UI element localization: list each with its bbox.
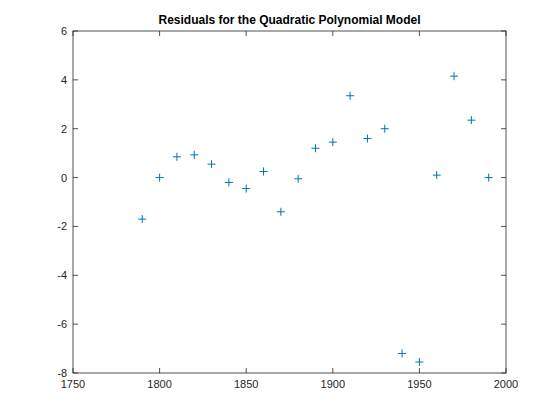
y-tick-right [501,79,506,80]
x-tick [246,368,247,373]
data-point [242,185,250,193]
x-tick-top [246,31,247,36]
y-tick [73,324,78,325]
y-tick [73,275,78,276]
y-tick-label: -2 [57,220,67,232]
data-point [398,349,406,357]
chart-svg: 1750 1800 1850 1900 1950 2000 -8 -6 -4 -2 0 2 4 6 Resi… [0,0,560,420]
y-tick-right [501,275,506,276]
y-tick-label: -6 [57,318,67,330]
data-point [485,174,493,182]
data-point [294,175,302,183]
plot-frame [73,31,506,373]
plot-area [73,31,506,373]
data-point [381,125,389,133]
x-tick-label: 1750 [61,378,85,390]
x-tick-top [332,31,333,36]
x-tick-label: 1850 [234,378,258,390]
y-tick-right [501,226,506,227]
data-point [225,178,233,186]
background [0,0,560,420]
data-point [363,134,371,142]
data-point [208,160,216,168]
data-point [329,138,337,146]
data-point [277,208,285,216]
x-tick-label: 1800 [147,378,171,390]
y-tick-label: 2 [61,123,67,135]
y-tick-label: -8 [57,367,67,379]
x-tick [159,368,160,373]
data-group [138,72,492,366]
data-point [450,72,458,80]
data-point [467,116,475,124]
y-tick-right [501,177,506,178]
chart-container: 1750 1800 1850 1900 1950 2000 -8 -6 -4 -2 0 2 4 6 Resi… [0,0,560,420]
y-tick [73,128,78,129]
data-point [433,171,441,179]
y-tick [73,226,78,227]
y-tick [73,177,78,178]
data-point [415,358,423,366]
y-tick-label: 6 [61,25,67,37]
data-point [138,215,146,223]
x-tick [332,368,333,373]
x-tick [419,368,420,373]
x-tick-label: 2000 [494,378,518,390]
data-point [346,92,354,100]
x-tick-label: 1950 [407,378,431,390]
chart-title: Residuals for the Quadratic Polynomial M… [158,13,420,27]
y-tick-label: -4 [57,269,67,281]
y-tick-label: 0 [61,172,67,184]
x-tick-label: 1900 [321,378,345,390]
data-point [173,153,181,161]
data-point [156,174,164,182]
data-point [190,151,198,159]
x-tick-top [419,31,420,36]
y-tick-right [501,324,506,325]
y-tick-right [501,128,506,129]
data-point [260,167,268,175]
y-tick-label: 4 [61,74,67,86]
data-point [311,144,319,152]
x-tick-top [159,31,160,36]
y-tick [73,79,78,80]
